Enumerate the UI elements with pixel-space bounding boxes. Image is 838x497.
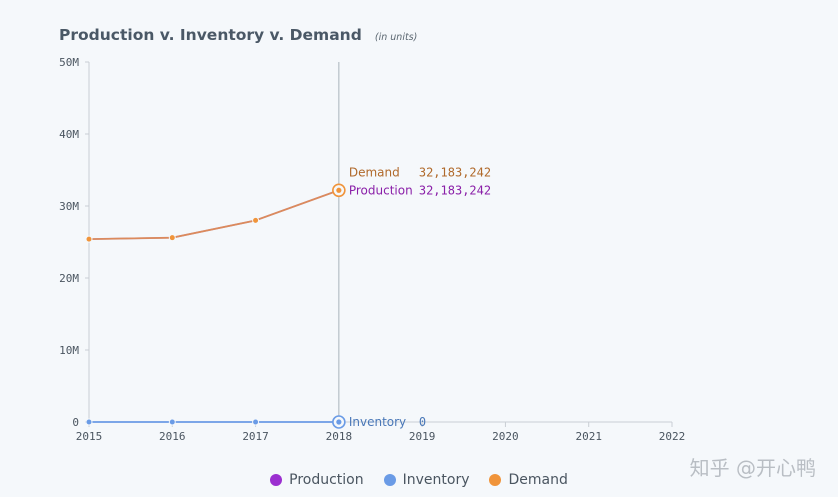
chart-title: Production v. Inventory v. Demand: [59, 26, 362, 44]
watermark: 知乎 @开心鸭: [689, 456, 816, 480]
x-tick-label: 2015: [76, 430, 103, 443]
x-tick-label: 2017: [242, 430, 269, 443]
x-tick-label: 2019: [409, 430, 436, 443]
x-tick-label: 2021: [575, 430, 602, 443]
y-tick-label: 0: [72, 416, 79, 429]
chart-header: Production v. Inventory v. Demand (in un…: [59, 25, 417, 44]
legend-item-inventory[interactable]: Inventory: [383, 472, 470, 488]
x-tick-label: 2018: [326, 430, 353, 443]
tooltip-value-demand: 32,183,242: [419, 165, 491, 179]
data-point-demand: [252, 216, 260, 224]
tooltip-label-production: Production: [349, 183, 413, 197]
y-tick-label: 50M: [59, 56, 79, 69]
legend-production-label: Production: [289, 472, 364, 488]
legend-inventory-label: Inventory: [402, 472, 470, 488]
x-tick-label: 2022: [659, 430, 686, 443]
tooltip-value-production: 32,183,242: [419, 183, 491, 197]
y-tick-label: 30M: [59, 200, 79, 213]
series-line-production: [88, 189, 340, 241]
tooltip-label-inventory: Inventory: [349, 415, 406, 429]
hover-point-core-inventory: [336, 419, 342, 425]
data-point-demand: [168, 234, 176, 242]
hover-point-core-demand: [336, 187, 342, 193]
tooltip-value-inventory: 0: [419, 415, 426, 429]
tooltip-label-demand: Demand: [349, 165, 400, 179]
y-tick-label: 20M: [59, 272, 79, 285]
data-point-inventory: [168, 418, 176, 426]
legend-demand-label: Demand: [508, 472, 568, 488]
data-point-inventory: [252, 418, 260, 426]
legend-production-dot: [270, 474, 283, 486]
x-tick-label: 2020: [492, 430, 519, 443]
data-point-inventory: [85, 418, 93, 426]
chart-legend: Production Inventory Demand: [0, 472, 838, 488]
series-line-demand: [88, 189, 340, 240]
chart-subtitle: (in units): [374, 32, 418, 43]
legend-item-production[interactable]: Production: [270, 472, 364, 488]
y-tick-label: 40M: [59, 128, 79, 141]
x-tick-label: 2016: [159, 430, 186, 443]
y-tick-label: 10M: [59, 344, 79, 357]
legend-demand-dot: [489, 474, 502, 486]
legend-inventory-dot: [383, 474, 396, 486]
data-point-demand: [85, 235, 93, 243]
legend-item-demand[interactable]: Demand: [489, 472, 568, 488]
